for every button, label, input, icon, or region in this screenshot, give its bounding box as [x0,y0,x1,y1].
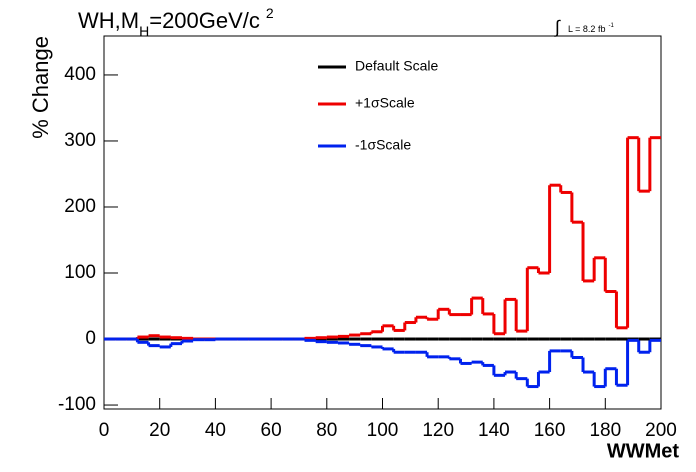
x-tick-label: 80 [316,420,337,441]
x-tick-label: 200 [645,420,677,441]
x-tick-label: 20 [149,420,170,441]
legend-label: +1σScale [355,95,415,111]
title-main: WH,M [78,8,139,33]
x-axis-label: WWMet [607,440,680,462]
annotation-integral: ∫ [553,17,561,37]
y-tick-label: 100 [64,262,96,283]
x-tick-label: 60 [261,420,282,441]
annotation-text: L = 8.2 fb [568,24,605,34]
y-axis-label: % Change [28,36,53,139]
x-tick-label: 180 [589,420,621,441]
annotation: L = 8.2 fb -1 [568,23,614,35]
y-tick-label: 400 [64,64,96,85]
legend-label: Default Scale [355,58,438,74]
title-sup: 2 [266,5,274,21]
title-rest: =200GeV/c [149,8,260,33]
x-tick-label: 100 [367,420,399,441]
title-sub: H [139,23,149,39]
y-tick-label: -100 [58,394,96,415]
x-tick-label: 40 [205,420,226,441]
y-tick-label: 200 [64,196,96,217]
x-tick-label: 160 [534,420,566,441]
y-tick-label: 0 [85,328,96,349]
x-tick-label: 140 [478,420,510,441]
legend-label: -1σScale [355,137,411,153]
x-tick-label: 0 [99,420,110,441]
chart-title: WH,MH=200GeV/c 2 [78,5,274,39]
x-tick-label: 120 [422,420,454,441]
y-tick-label: 300 [64,130,96,151]
annotation-sup: -1 [608,23,614,29]
